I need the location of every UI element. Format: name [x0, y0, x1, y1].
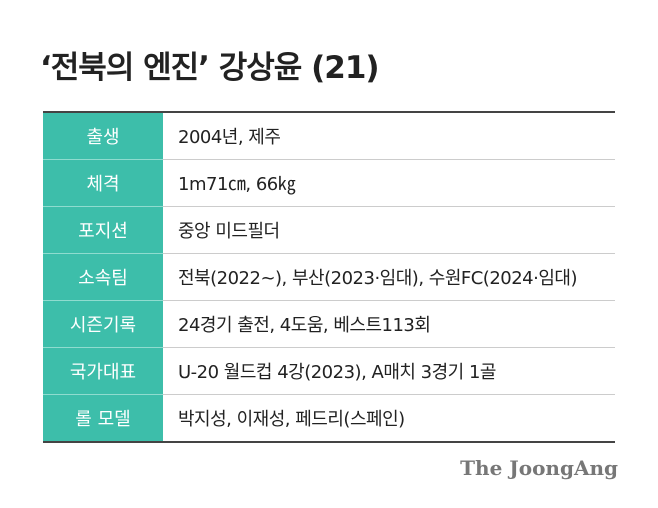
row-value: 박지성, 이재성, 페드리(스페인)	[178, 409, 405, 430]
row-value: 중앙 미드필더	[178, 221, 280, 242]
table-row: 롤 모델 박지성, 이재성, 페드리(스페인)	[43, 394, 615, 441]
table-row: 체격 1m71㎝, 66㎏	[43, 159, 615, 206]
title: ‘전북의 엔진’ 강상윤 (21)	[40, 50, 380, 86]
row-value: U-20 월드컵 4강(2023), A매치 3경기 1골	[178, 362, 496, 383]
row-label: 소속팀	[43, 253, 163, 300]
row-label: 출생	[43, 113, 163, 159]
table-row: 시즌기록 24경기 출전, 4도움, 베스트113회	[43, 300, 615, 347]
logo: The JoongAng	[460, 456, 618, 480]
table-row: 포지션 중앙 미드필더	[43, 206, 615, 253]
row-label: 포지션	[43, 206, 163, 253]
row-value: 1m71㎝, 66㎏	[178, 174, 296, 195]
row-value: 2004년, 제주	[178, 127, 281, 148]
row-label: 체격	[43, 159, 163, 206]
row-value: 전북(2022~), 부산(2023·임대), 수원FC(2024·임대)	[178, 268, 578, 289]
row-label: 국가대표	[43, 347, 163, 394]
table-row: 소속팀 전북(2022~), 부산(2023·임대), 수원FC(2024·임대)	[43, 253, 615, 300]
row-value: 24경기 출전, 4도움, 베스트113회	[178, 315, 431, 336]
row-label: 롤 모델	[43, 394, 163, 441]
row-label: 시즌기록	[43, 300, 163, 347]
table-row: 국가대표 U-20 월드컵 4강(2023), A매치 3경기 1골	[43, 347, 615, 394]
table-row: 출생 2004년, 제주	[43, 113, 615, 159]
